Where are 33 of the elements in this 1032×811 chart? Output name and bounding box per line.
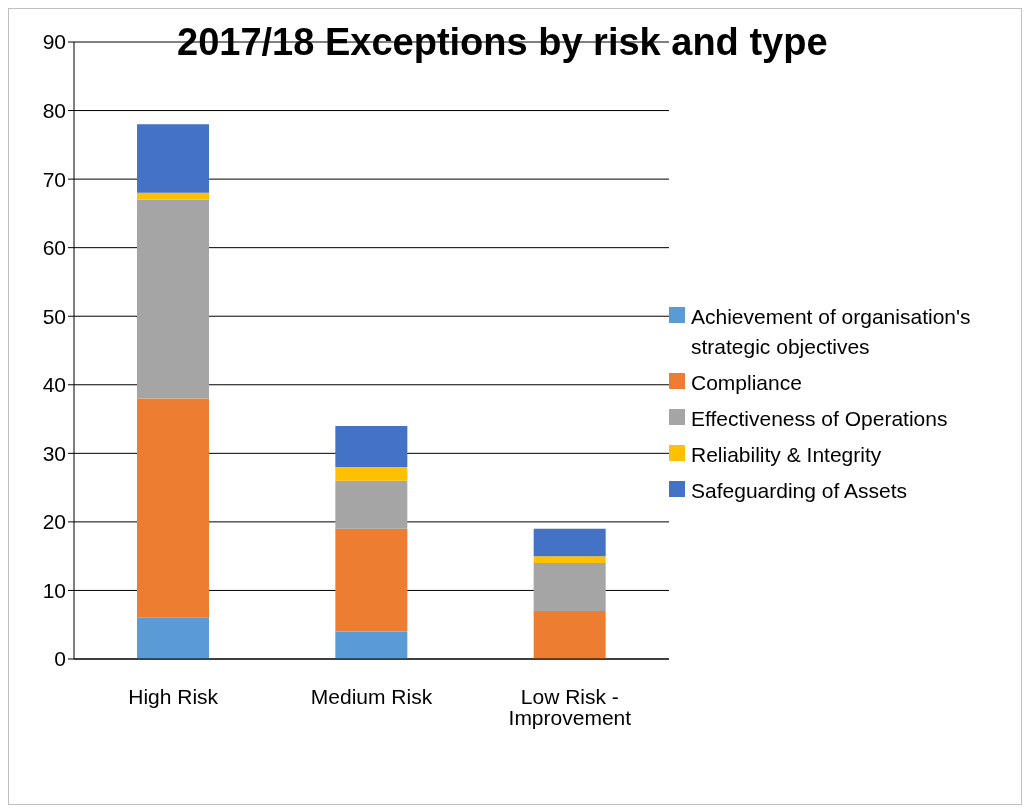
y-tick-label: 40 bbox=[42, 373, 66, 397]
bar bbox=[533, 528, 606, 557]
bar bbox=[137, 192, 209, 200]
x-tick-label: High Risk bbox=[128, 684, 219, 708]
y-tick-label: 10 bbox=[42, 578, 66, 602]
bar bbox=[137, 398, 209, 618]
bar bbox=[137, 124, 209, 193]
bar bbox=[137, 199, 209, 399]
y-tick-label: 70 bbox=[42, 167, 66, 191]
bar bbox=[533, 556, 606, 564]
y-tick-label: 30 bbox=[42, 441, 66, 465]
y-tick-label: 20 bbox=[42, 510, 66, 534]
bar bbox=[335, 631, 408, 659]
chart-title: 2017/18 Exceptions by risk and type bbox=[177, 21, 828, 64]
bar bbox=[335, 425, 408, 468]
y-tick-label: 0 bbox=[54, 647, 66, 671]
bar bbox=[137, 617, 209, 659]
bar bbox=[335, 480, 408, 529]
x-tick-label: Low Risk - Improvement bbox=[508, 684, 632, 729]
legend-label: Achievement of organisation's strategic objectives bbox=[691, 303, 972, 360]
legend-label: Compliance bbox=[691, 369, 802, 396]
y-tick-label: 60 bbox=[42, 236, 66, 260]
bar bbox=[533, 563, 606, 612]
y-tick-label: 90 bbox=[42, 30, 66, 54]
y-tick-label: 80 bbox=[42, 99, 66, 123]
legend-label: Reliability & Integrity bbox=[691, 441, 882, 468]
bar bbox=[533, 611, 606, 659]
x-tick-label: Medium Risk bbox=[310, 684, 433, 708]
bar bbox=[335, 528, 408, 632]
legend-label: Safeguarding of Assets bbox=[691, 477, 907, 504]
legend-label: Effectiveness of Operations bbox=[691, 405, 948, 432]
y-tick-label: 50 bbox=[42, 304, 66, 328]
bar bbox=[335, 467, 408, 481]
